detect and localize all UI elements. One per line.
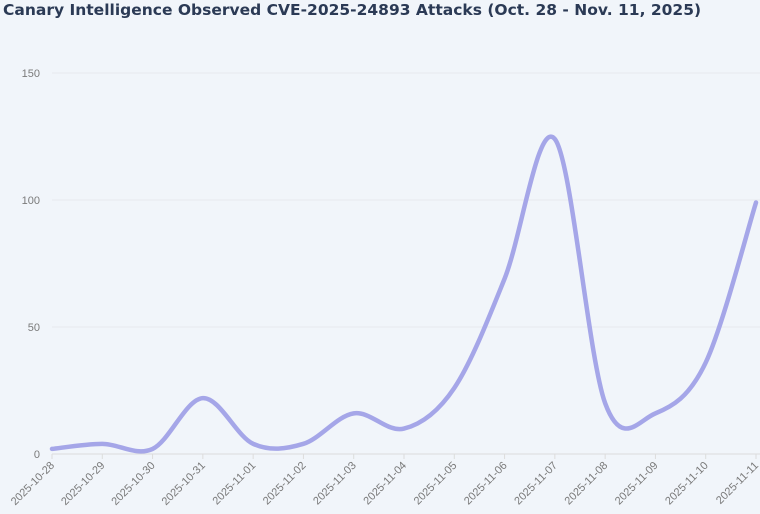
y-tick-label: 50 — [28, 322, 40, 334]
x-tick-label: 2025-10-30 — [109, 460, 157, 508]
x-tick-label: 2025-11-02 — [261, 460, 309, 508]
x-tick-label: 2025-11-07 — [512, 460, 560, 508]
x-tick-label: 2025-11-06 — [462, 460, 510, 508]
y-tick-label: 150 — [22, 68, 40, 80]
series-line — [49, 134, 759, 454]
x-tick-label: 2025-11-01 — [211, 460, 259, 508]
x-tick-label: 2025-10-31 — [160, 460, 208, 508]
x-tick-label: 2025-10-28 — [9, 460, 57, 508]
y-tick-label: 0 — [34, 449, 40, 461]
chart-title: Canary Intelligence Observed CVE-2025-24… — [3, 1, 702, 19]
x-tick-label: 2025-11-05 — [412, 460, 460, 508]
x-tick-label: 2025-11-03 — [311, 460, 359, 508]
x-tick-label: 2025-11-08 — [563, 460, 611, 508]
x-tick-label: 2025-10-29 — [59, 460, 107, 508]
x-tick-label: 2025-11-10 — [663, 460, 711, 508]
x-tick-label: 2025-11-04 — [361, 460, 409, 508]
x-tick-label: 2025-11-11 — [714, 460, 760, 507]
x-tick-label: 2025-11-09 — [613, 460, 661, 508]
y-tick-label: 100 — [22, 195, 40, 207]
